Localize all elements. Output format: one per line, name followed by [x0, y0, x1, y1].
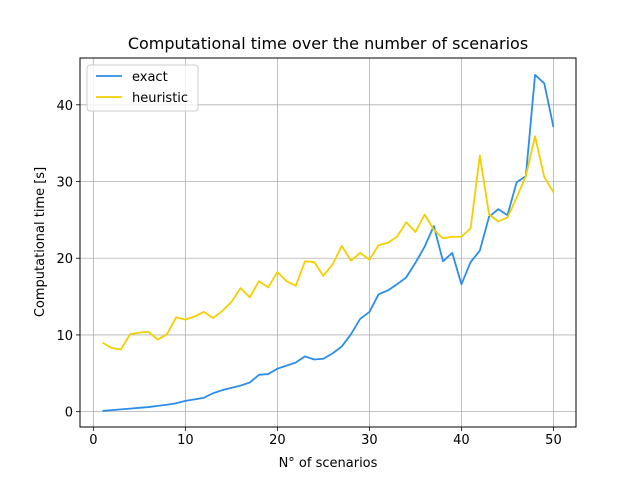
- x-tick-label: 0: [89, 433, 97, 448]
- x-tick-label: 20: [269, 433, 286, 448]
- y-tick-label: 40: [56, 99, 73, 114]
- legend-label-exact: exact: [132, 70, 168, 85]
- grid: [80, 58, 576, 427]
- series-line-exact: [102, 73, 555, 412]
- series-lines: [102, 73, 555, 412]
- x-axis-label: N° of scenarios: [279, 456, 378, 471]
- x-tick-label: 10: [177, 433, 194, 448]
- x-tick-label: 30: [361, 433, 378, 448]
- chart-title: Computational time over the number of sc…: [128, 34, 528, 53]
- y-tick-label: 20: [56, 252, 73, 267]
- x-tick-label: 40: [453, 433, 470, 448]
- y-axis-label: Computational time [s]: [33, 167, 48, 317]
- y-tick-label: 10: [56, 329, 73, 344]
- legend-label-heuristic: heuristic: [132, 91, 188, 106]
- y-tick-label: 0: [65, 406, 73, 421]
- ticks: 0 10 20 30 40 50 0 10 20 30 40: [56, 99, 561, 448]
- x-tick-label: 50: [545, 433, 562, 448]
- series-line-heuristic: [102, 135, 555, 351]
- y-tick-label: 30: [56, 176, 73, 191]
- plot-frame: [79, 57, 577, 428]
- legend: exact heuristic: [86, 64, 199, 112]
